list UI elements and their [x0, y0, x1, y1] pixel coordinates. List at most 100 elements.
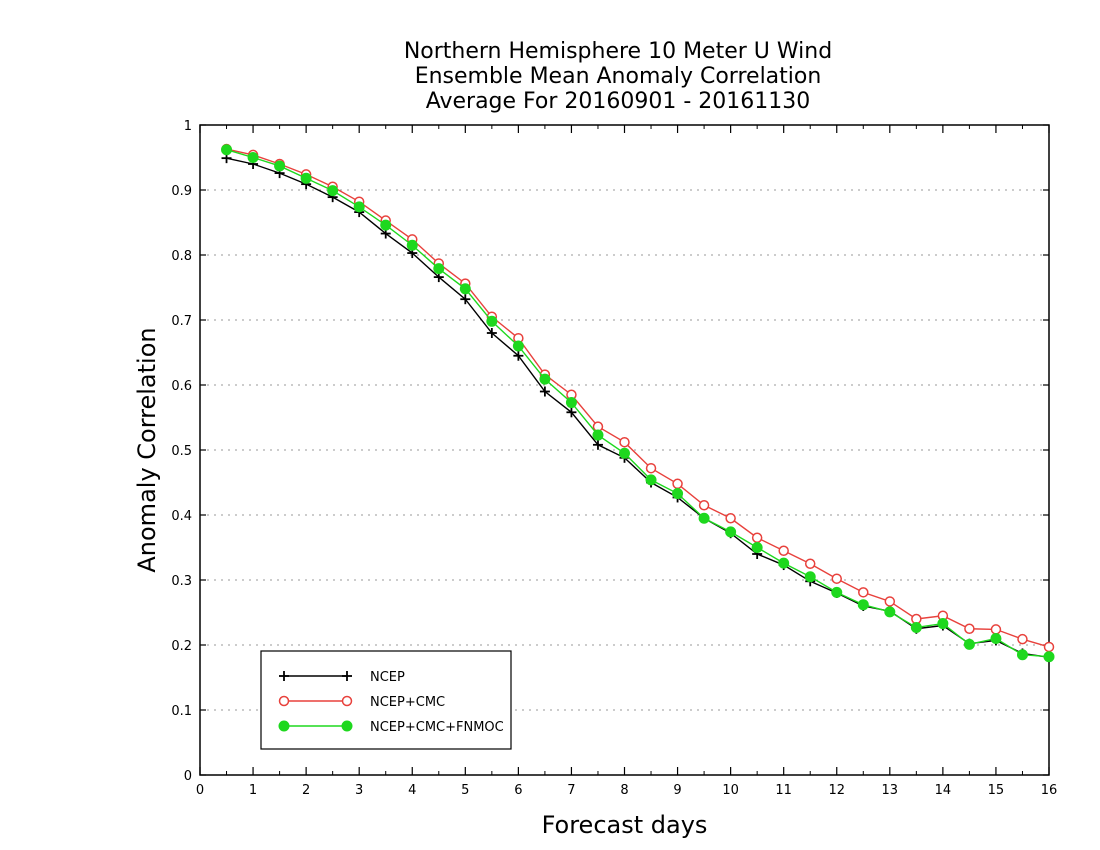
title-line-2: Ensemble Mean Anomaly Correlation [415, 64, 822, 89]
x-tick-label: 2 [302, 783, 310, 798]
data-point [433, 263, 445, 275]
legend-entry: NCEP+CMC [278, 695, 445, 710]
x-tick-label: 13 [882, 783, 899, 798]
data-point [539, 373, 551, 385]
series-ncep-cmc [221, 143, 1055, 653]
y-tick-label: 0.5 [171, 444, 192, 459]
data-point [619, 436, 630, 448]
data-point [619, 447, 630, 459]
data-point [725, 526, 737, 538]
data-point [539, 386, 550, 397]
y-tick-label: 0.4 [171, 509, 192, 524]
data-point [1017, 633, 1028, 645]
data-point [884, 606, 896, 618]
data-point [804, 558, 816, 569]
x-tick-label: 8 [620, 783, 628, 798]
data-point [565, 397, 577, 409]
legend-label: NCEP+CMC+FNMOC [370, 720, 504, 735]
x-tick-label: 12 [828, 783, 845, 798]
y-axis-label: Anomaly Correlation [133, 327, 161, 572]
y-tick-label: 0.8 [171, 249, 192, 264]
data-point [221, 144, 233, 156]
data-point [751, 542, 763, 553]
data-point [645, 462, 657, 474]
legend-label: NCEP [370, 670, 405, 685]
data-point [460, 294, 471, 305]
x-tick-label: 16 [1041, 783, 1058, 798]
data-point [698, 512, 710, 524]
y-tick-label: 0.1 [171, 704, 192, 719]
data-point [300, 172, 312, 184]
data-point [698, 500, 710, 511]
data-point [1016, 649, 1028, 661]
series-ncep-cmc-fnmoc [221, 144, 1055, 663]
legend-entry: NCEP+CMC+FNMOC [278, 720, 504, 735]
data-point [778, 545, 789, 556]
series-line [226, 157, 1050, 659]
series-line [226, 149, 1050, 658]
data-point [513, 350, 524, 361]
data-point [592, 439, 603, 450]
x-tick-label: 1 [249, 783, 257, 798]
legend-marker [279, 671, 289, 681]
y-tick-label: 0 [184, 769, 192, 784]
data-point [831, 573, 842, 584]
x-tick-label: 7 [567, 783, 575, 798]
data-point [566, 407, 577, 418]
data-point [486, 315, 498, 327]
data-point [327, 185, 339, 197]
x-tick-label: 5 [461, 783, 469, 798]
y-tick-label: 0.9 [171, 184, 192, 199]
data-point [672, 488, 684, 500]
y-tick-label: 0.2 [171, 639, 192, 654]
legend-marker [278, 720, 290, 732]
x-axis-label: Forecast days [542, 811, 708, 839]
legend-box [260, 650, 512, 750]
series-lines [221, 143, 1055, 663]
data-point [858, 587, 869, 598]
data-point [672, 478, 683, 490]
title-line-3: Average For 20160901 - 20161130 [426, 89, 811, 114]
data-point [857, 599, 869, 611]
x-tick-label: 9 [673, 783, 681, 798]
x-axis-ticks: 0 1 2 3 4 5 6 7 8 9 10 11 12 13 14 15 16 [196, 125, 1057, 798]
data-point [937, 618, 949, 630]
data-point [804, 571, 816, 583]
data-point [380, 219, 392, 231]
grid-lines [200, 189, 1049, 711]
data-point [910, 621, 922, 633]
legend-label: NCEP+CMC [370, 695, 445, 710]
y-tick-label: 0.7 [171, 314, 192, 329]
data-point [247, 152, 259, 163]
x-tick-label: 15 [988, 783, 1005, 798]
data-point [592, 429, 604, 441]
x-tick-label: 14 [935, 783, 952, 798]
title-line-1: Northern Hemisphere 10 Meter U Wind [404, 39, 832, 64]
data-point [964, 623, 975, 634]
data-point [990, 633, 1002, 644]
y-tick-label: 0.3 [171, 574, 192, 589]
legend-entry: NCEP [279, 670, 405, 685]
legend: NCEP NCEP+CMC NCEP+CMC+FNMOC [260, 650, 512, 750]
data-point [751, 532, 763, 543]
x-tick-label: 3 [355, 783, 363, 798]
data-point [406, 239, 418, 251]
series-line [226, 148, 1050, 648]
legend-marker [342, 671, 352, 681]
legend-marker [341, 695, 353, 707]
series-ncep [221, 153, 1054, 663]
x-tick-label: 6 [514, 783, 522, 798]
x-tick-label: 0 [196, 783, 204, 798]
data-point [486, 328, 497, 338]
x-tick-label: 4 [408, 783, 416, 798]
data-point [963, 638, 975, 650]
data-point [831, 586, 843, 598]
data-point [990, 624, 1002, 635]
data-point [884, 596, 896, 607]
data-point [645, 474, 657, 486]
x-tick-label: 10 [722, 783, 739, 798]
data-point [274, 160, 286, 172]
data-point [459, 283, 471, 295]
data-point [778, 557, 790, 569]
